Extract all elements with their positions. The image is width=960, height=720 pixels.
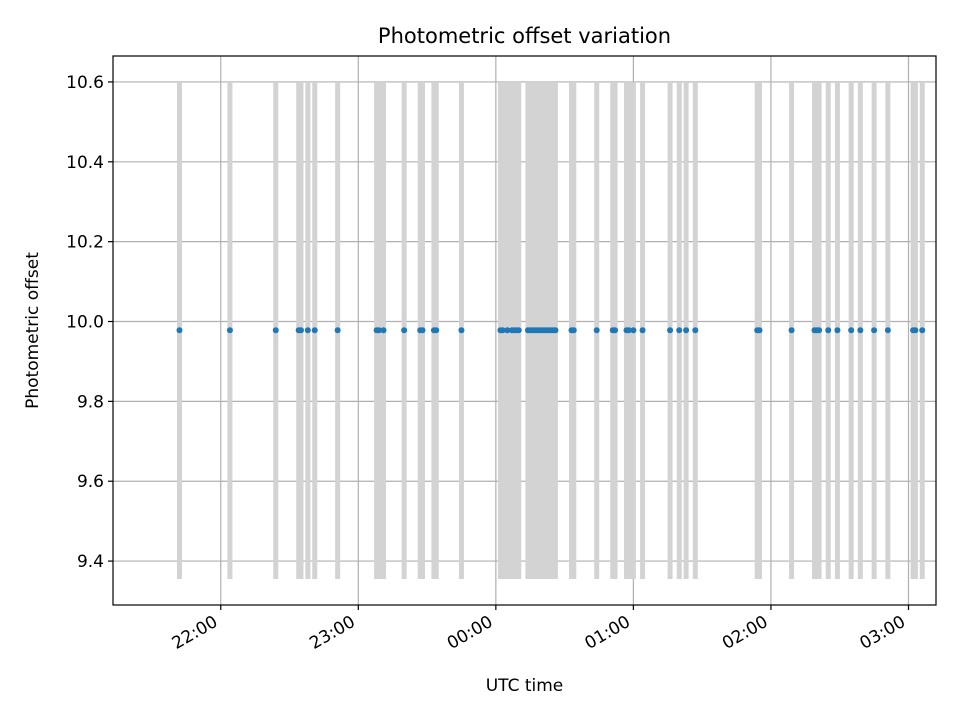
data-point — [816, 327, 823, 334]
data-point — [419, 327, 426, 334]
x-tick-label: 01:00 — [581, 612, 633, 654]
data-point — [433, 327, 440, 334]
data-point — [176, 327, 183, 334]
data-point — [552, 327, 559, 334]
data-point — [676, 327, 683, 334]
data-point — [630, 327, 637, 334]
data-point — [857, 327, 864, 334]
data-point — [311, 327, 318, 334]
data-point — [692, 327, 699, 334]
x-tick-label: 03:00 — [857, 612, 909, 654]
chart-title: Photometric offset variation — [378, 24, 671, 48]
data-point — [401, 327, 408, 334]
data-point — [667, 327, 674, 334]
data-point — [884, 327, 891, 334]
data-point — [871, 327, 878, 334]
y-tick-label: 9.8 — [77, 392, 104, 412]
data-point — [272, 327, 279, 334]
data-point — [919, 327, 926, 334]
x-ticks: 22:00 23:00 00:00 01:00 02:00 03:00 — [169, 605, 910, 654]
y-tick-label: 9.4 — [77, 552, 104, 572]
data-point — [458, 327, 465, 334]
y-ticks: 9.4 9.6 9.8 10.0 10.2 10.4 10.6 — [66, 73, 113, 572]
y-tick-label: 10.6 — [66, 73, 104, 93]
x-tick-label: 23:00 — [306, 612, 358, 654]
data-point — [912, 327, 919, 334]
y-tick-label: 10.0 — [66, 313, 104, 333]
data-point — [515, 327, 522, 334]
data-point — [848, 327, 855, 334]
x-tick-label: 00:00 — [444, 612, 496, 654]
data-point — [380, 327, 387, 334]
data-point — [825, 327, 832, 334]
data-point — [612, 327, 619, 334]
plot-frame — [112, 55, 937, 606]
data-point — [504, 327, 511, 334]
x-tick-label: 22:00 — [169, 612, 221, 654]
x-axis-label: UTC time — [486, 676, 564, 696]
data-point — [570, 327, 577, 334]
x-tick-label: 02:00 — [719, 612, 771, 654]
y-tick-label: 10.2 — [66, 233, 104, 253]
y-tick-label: 9.6 — [77, 472, 104, 492]
data-point — [375, 327, 382, 334]
data-point — [683, 327, 690, 334]
data-point — [788, 327, 795, 334]
data-point — [304, 327, 311, 334]
y-tick-label: 10.4 — [66, 153, 104, 173]
data-point — [834, 327, 841, 334]
data-point — [499, 327, 506, 334]
y-axis-label: Photometric offset — [23, 252, 43, 409]
data-points — [176, 327, 926, 334]
data-point — [625, 327, 632, 334]
data-point — [639, 327, 646, 334]
data-point — [297, 327, 304, 334]
data-point — [756, 327, 763, 334]
data-point — [334, 327, 341, 334]
data-point — [593, 327, 600, 334]
data-point — [226, 327, 233, 334]
